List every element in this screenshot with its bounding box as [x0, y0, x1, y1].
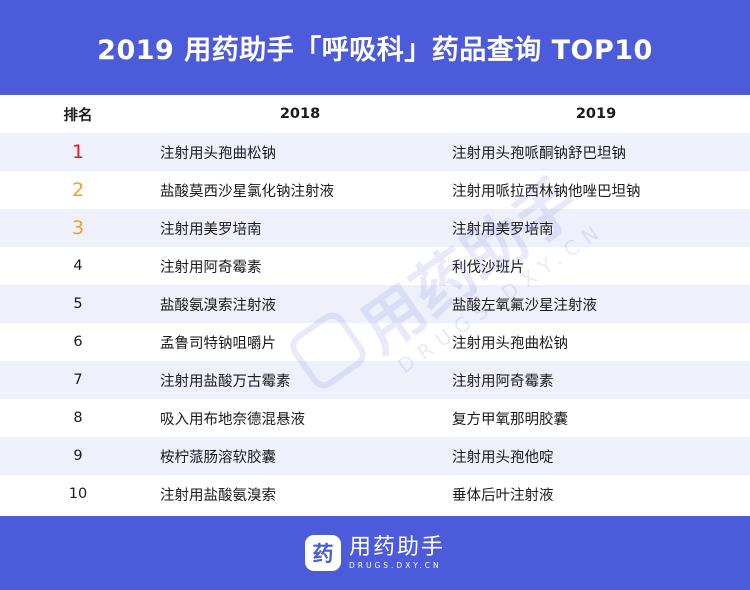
drug-2018-cell: 盐酸氨溴索注射液	[160, 297, 276, 314]
table-row: 8 吸入用布地奈德混悬液 复方甲氧那明胶囊	[0, 399, 750, 437]
drug-2018-cell: 盐酸莫西沙星氯化钠注射液	[160, 183, 334, 200]
rank-cell: 6	[73, 334, 83, 350]
drug-2018-cell: 注射用盐酸万古霉素	[160, 373, 291, 390]
table-row: 7 注射用盐酸万古霉素 注射用阿奇霉素	[0, 361, 750, 399]
column-header-rank: 排名	[63, 107, 93, 124]
footer-domain: DRUGS.DXY.CN	[348, 560, 442, 570]
table-row: 10 注射用盐酸氨溴索 垂体后叶注射液	[0, 475, 750, 513]
table-row: 5 盐酸氨溴索注射液 盐酸左氧氟沙星注射液	[0, 285, 750, 323]
drug-2019-cell: 注射用美罗培南	[452, 221, 554, 238]
rank-cell: 7	[73, 372, 83, 388]
table-row: 2 盐酸莫西沙星氯化钠注射液 注射用哌拉西林钠他唑巴坦钠	[0, 171, 750, 209]
drug-2019-cell: 注射用头孢曲松钠	[452, 335, 568, 352]
drug-2018-cell: 孟鲁司特钠咀嚼片	[160, 335, 276, 352]
column-header-2019: 2019	[575, 106, 617, 122]
drug-2019-cell: 垂体后叶注射液	[452, 487, 554, 504]
column-header-2018: 2018	[279, 106, 321, 122]
page-title: 2019 用药助手「呼吸科」药品查询 TOP10	[97, 35, 653, 66]
rank-cell: 9	[73, 448, 83, 464]
drug-2019-cell: 注射用头孢哌酮钠舒巴坦钠	[452, 145, 626, 162]
drug-2018-cell: 注射用美罗培南	[160, 221, 262, 238]
app-logo-icon: 药	[304, 535, 341, 571]
drug-2018-cell: 吸入用布地奈德混悬液	[160, 411, 305, 428]
drug-2019-cell: 注射用哌拉西林钠他唑巴坦钠	[452, 183, 641, 200]
drug-2019-cell: 利伐沙班片	[452, 259, 525, 276]
table-row: 6 孟鲁司特钠咀嚼片 注射用头孢曲松钠	[0, 323, 750, 361]
rank-cell: 3	[71, 217, 85, 239]
drug-2018-cell: 注射用盐酸氨溴索	[160, 487, 276, 504]
rank-cell: 10	[68, 486, 88, 502]
table-header-row: 排名 2018 2019	[0, 95, 750, 133]
rank-cell: 1	[71, 141, 85, 163]
page-header: 2019 用药助手「呼吸科」药品查询 TOP10	[0, 0, 750, 95]
drug-2019-cell: 注射用头孢他啶	[452, 449, 554, 466]
drug-2018-cell: 桉柠蒎肠溶软胶囊	[160, 449, 276, 466]
rank-cell: 2	[71, 179, 85, 201]
drug-2018-cell: 注射用阿奇霉素	[160, 259, 262, 276]
rank-cell: 4	[73, 258, 83, 274]
page-footer: 药 用药助手 DRUGS.DXY.CN	[0, 516, 750, 590]
ranking-table: 排名 2018 2019 1 注射用头孢曲松钠 注射用头孢哌酮钠舒巴坦钠 2 盐…	[0, 95, 750, 515]
footer-brand-name: 用药助手	[348, 534, 445, 560]
table-row: 9 桉柠蒎肠溶软胶囊 注射用头孢他啶	[0, 437, 750, 475]
drug-2019-cell: 复方甲氧那明胶囊	[452, 411, 568, 428]
rank-cell: 5	[73, 296, 83, 312]
table-row: 4 注射用阿奇霉素 利伐沙班片	[0, 247, 750, 285]
footer-brand: 药 用药助手 DRUGS.DXY.CN	[304, 534, 445, 571]
table-row: 1 注射用头孢曲松钠 注射用头孢哌酮钠舒巴坦钠	[0, 133, 750, 171]
drug-2018-cell: 注射用头孢曲松钠	[160, 145, 276, 162]
rank-cell: 8	[73, 410, 83, 426]
table-row: 3 注射用美罗培南 注射用美罗培南	[0, 209, 750, 247]
drug-2019-cell: 注射用阿奇霉素	[452, 373, 554, 390]
drug-2019-cell: 盐酸左氧氟沙星注射液	[452, 297, 597, 314]
